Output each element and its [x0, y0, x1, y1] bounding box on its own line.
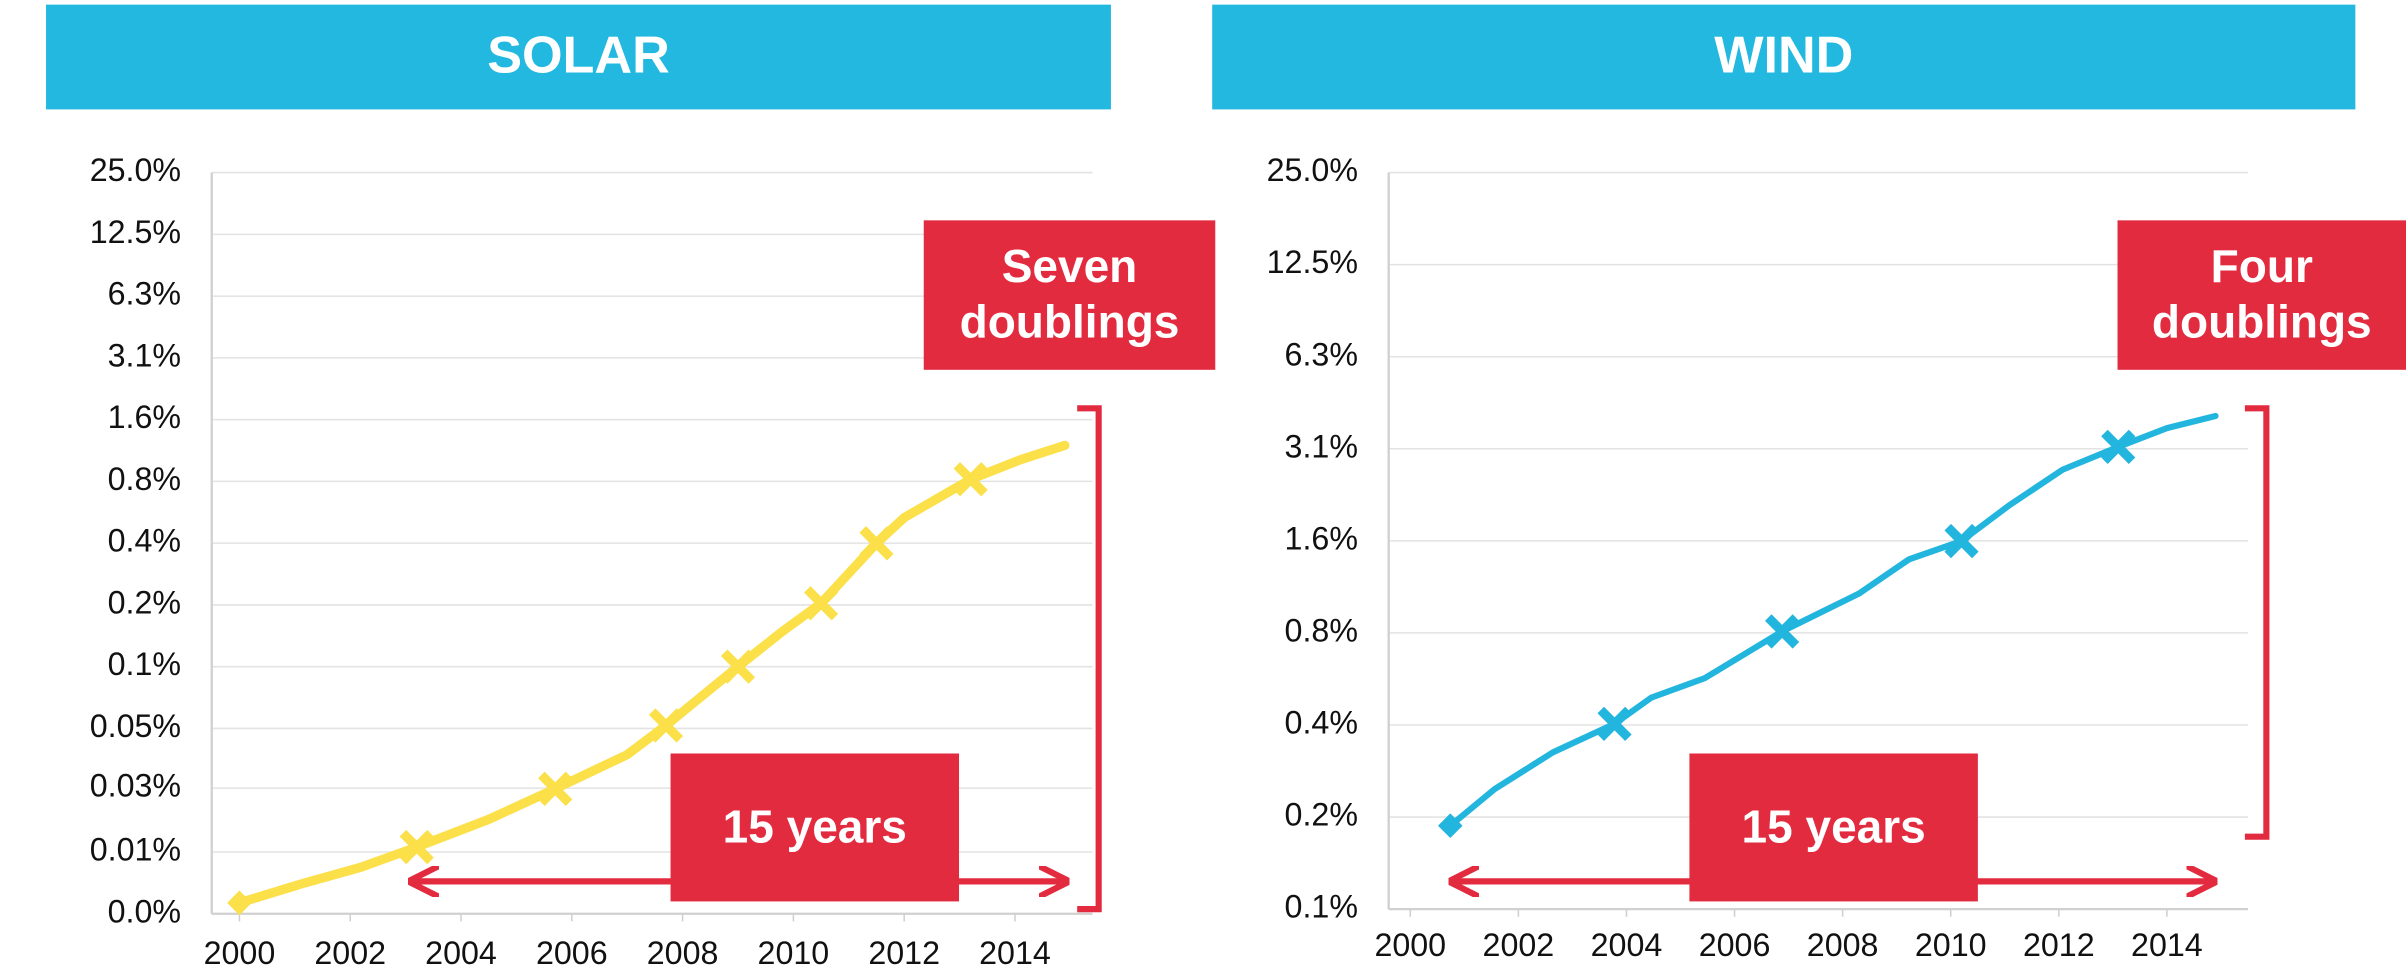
marker-x [538, 771, 573, 806]
panel-title: WIND [1714, 26, 1853, 84]
marker-diamond [227, 890, 252, 916]
doublings-label: Seven [1002, 240, 1138, 292]
x-tick-label: 2000 [1374, 927, 1446, 963]
panel-header [1212, 4, 2356, 110]
x-tick-label: 2014 [979, 935, 1051, 971]
marker-x [1765, 614, 1800, 649]
marker-x [859, 526, 894, 561]
doublings-label: doublings [960, 295, 1180, 347]
marker-x [1597, 706, 1632, 741]
bracket [1077, 405, 1102, 913]
period-label: 15 years [723, 801, 907, 853]
x-tick-label: 2012 [2023, 927, 2095, 963]
x-tick-label: 2004 [425, 935, 497, 971]
y-tick-label: 0.01% [90, 831, 181, 867]
y-tick-label: 1.6% [108, 399, 181, 435]
x-tick-label: 2002 [1483, 927, 1555, 963]
marker-x [2101, 429, 2136, 465]
y-tick-label: 0.2% [108, 584, 181, 620]
marker-x [804, 586, 839, 621]
y-tick-label: 25.0% [90, 152, 181, 188]
x-tick-label: 2012 [868, 935, 940, 971]
y-tick-label: 6.3% [1285, 336, 1358, 372]
x-tick-label: 2000 [204, 935, 276, 971]
y-tick-label: 25.0% [1267, 152, 1358, 188]
x-tick-label: 2006 [1699, 927, 1771, 963]
doublings-box [2117, 220, 2406, 370]
y-tick-label: 0.8% [1285, 612, 1358, 648]
doublings-label: Four [2211, 240, 2313, 292]
y-tick-label: 0.4% [108, 523, 181, 559]
y-tick-label: 0.2% [1285, 797, 1358, 833]
panel-title: SOLAR [487, 26, 670, 84]
y-tick-label: 3.1% [1285, 428, 1358, 464]
y-tick-label: 1.6% [1285, 520, 1358, 556]
x-tick-label: 2014 [2131, 927, 2203, 963]
marker-x [399, 829, 434, 865]
y-tick-label: 0.4% [1285, 704, 1358, 740]
y-tick-label: 6.3% [108, 276, 181, 312]
x-tick-label: 2004 [1591, 927, 1663, 963]
doublings-label: doublings [2152, 295, 2372, 347]
y-tick-label: 0.8% [108, 461, 181, 497]
data-line [1447, 412, 2219, 829]
y-tick-label: 3.1% [108, 337, 181, 373]
y-tick-label: 0.0% [108, 893, 181, 929]
x-tick-label: 2006 [536, 935, 608, 971]
marker-x [648, 708, 684, 743]
y-tick-label: 12.5% [90, 214, 181, 250]
x-tick-label: 2010 [1915, 927, 1987, 963]
period-label: 15 years [1742, 801, 1926, 853]
x-tick-label: 2010 [758, 935, 830, 971]
y-tick-label: 0.1% [108, 646, 181, 682]
x-tick-label: 2002 [314, 935, 386, 971]
x-tick-label: 2008 [647, 935, 719, 971]
data-line [234, 440, 1070, 908]
bracket [2244, 405, 2270, 840]
x-tick-label: 2008 [1807, 927, 1879, 963]
doublings-box [923, 220, 1216, 370]
marker-x [720, 649, 756, 684]
panel-header [46, 4, 1111, 110]
marker-x [1944, 523, 1979, 559]
marker-x [953, 462, 988, 497]
y-tick-label: 0.05% [90, 708, 181, 744]
y-tick-label: 12.5% [1267, 244, 1358, 280]
y-tick-label: 0.03% [90, 768, 181, 804]
y-tick-label: 0.1% [1285, 889, 1358, 925]
